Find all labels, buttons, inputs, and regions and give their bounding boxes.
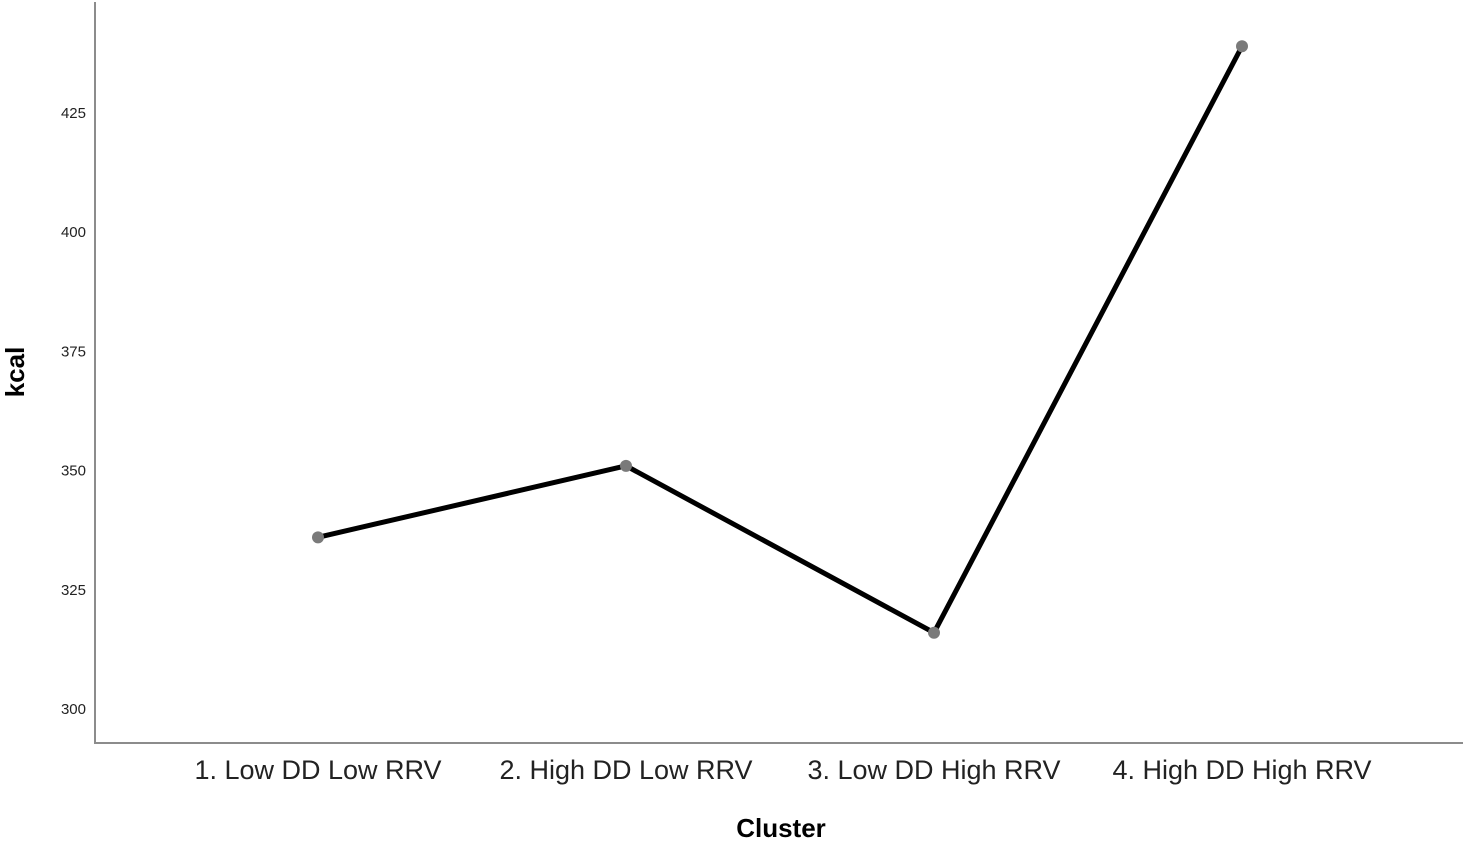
data-point (620, 459, 632, 472)
x-category-label: 4. High DD High RRV (1112, 755, 1371, 785)
x-category-label: 1. Low DD Low RRV (194, 755, 441, 785)
series-layer (312, 40, 1248, 639)
y-axis-title: kcal (0, 347, 30, 398)
x-axis-title: Cluster (736, 813, 826, 843)
x-category-label: 3. Low DD High RRV (807, 755, 1060, 785)
x-category-label: 2. High DD Low RRV (499, 755, 752, 785)
axes (94, 2, 1463, 744)
y-tick-label: 375 (61, 343, 86, 360)
y-tick-label: 425 (61, 105, 86, 122)
y-tick-label: 300 (61, 701, 86, 718)
y-tick-labels: 300 325 350 375 400 425 (61, 105, 86, 718)
y-tick-label: 400 (61, 224, 86, 241)
data-point (1236, 40, 1248, 53)
y-tick-label: 350 (61, 463, 86, 480)
series-line (315, 43, 1245, 636)
data-point (928, 626, 940, 639)
y-tick-label: 325 (61, 582, 86, 599)
x-category-labels: 1. Low DD Low RRV 2. High DD Low RRV 3. Lo… (194, 755, 1371, 785)
data-point (312, 531, 324, 544)
